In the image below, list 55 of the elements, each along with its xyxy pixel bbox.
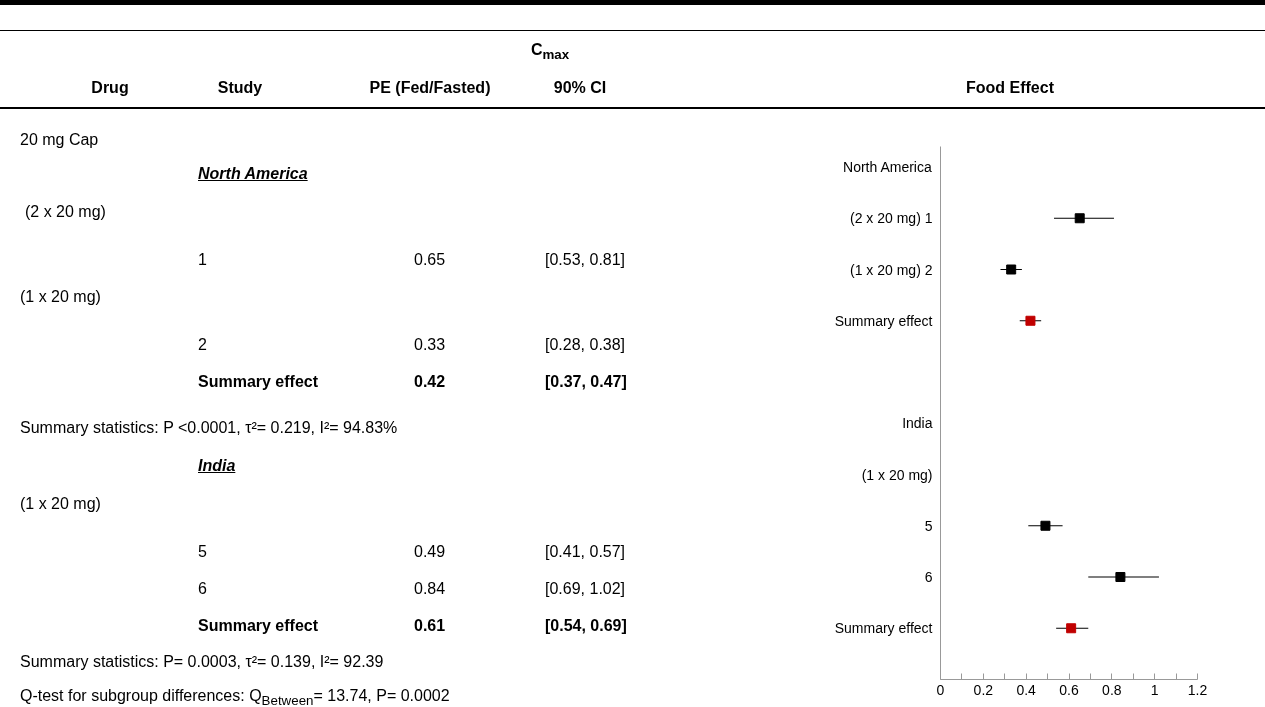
x-tick-label: 1 <box>1150 681 1159 698</box>
text: [0.28, 0.38] <box>545 335 626 355</box>
text: Q-test for subgroup differences: Q$_{Between}$= 13.74, P= 0.0002 <box>20 686 450 707</box>
text: 6 <box>198 579 207 599</box>
text: 5 <box>198 542 207 562</box>
x-tick-label: 0.2 <box>973 681 994 698</box>
y-tick-label: Summary effect <box>834 620 933 637</box>
text: (1 x 20 mg) <box>20 287 101 307</box>
x-tick-label: 0.4 <box>1016 681 1037 698</box>
y-tick-label: (1 x 20 mg) 2 <box>850 261 933 278</box>
text: 0.84 <box>414 579 446 599</box>
point <box>1006 264 1017 275</box>
point <box>1074 213 1085 224</box>
x-tick-label: 0.8 <box>1102 681 1122 698</box>
y-tick-label: India <box>902 415 933 432</box>
point <box>1040 520 1051 531</box>
text: 0.42 <box>414 372 446 392</box>
text: 90% CI <box>553 78 607 98</box>
text: Summary statistics: P= 0.0003, τ²= 0.139, I²= 92.39 <box>20 652 384 672</box>
y-tick-label: 6 <box>924 569 933 585</box>
text: 0.49 <box>414 542 446 562</box>
point <box>1066 623 1077 634</box>
text: 0.61 <box>414 616 446 636</box>
y-tick-label: (2 x 20 mg) 1 <box>850 210 933 227</box>
text: 1 <box>198 250 207 270</box>
y-tick-label: (1 x 20 mg) <box>861 466 933 483</box>
text: [0.54, 0.69] <box>545 616 627 636</box>
text: Drug <box>91 78 129 98</box>
text: (2 x 20 mg) <box>25 202 106 222</box>
text: 20 mg Cap <box>20 130 99 150</box>
text: Study <box>217 78 263 98</box>
text: 0.65 <box>414 250 446 270</box>
point <box>1115 572 1126 582</box>
text: (1 x 20 mg) <box>20 494 101 514</box>
point <box>1025 315 1036 326</box>
text: [0.41, 0.57] <box>545 542 626 562</box>
text: [0.69, 1.02] <box>545 579 626 599</box>
text: Food Effect <box>966 78 1054 98</box>
text: India <box>198 456 236 476</box>
text: PE (Fed/Fasted) <box>369 78 491 98</box>
text: North America <box>198 164 308 184</box>
y-tick-label: Summary effect <box>834 312 933 329</box>
text: Summary effect <box>198 372 319 392</box>
text: [0.53, 0.81] <box>545 250 626 270</box>
x-tick-label: 0.6 <box>1059 681 1079 698</box>
text: Summary effect <box>198 616 319 636</box>
y-tick-label: 5 <box>924 517 933 534</box>
y-tick-label: North America <box>843 159 932 175</box>
text: [0.37, 0.47] <box>545 372 627 392</box>
text: 2 <box>198 335 207 355</box>
x-tick-label: 0 <box>936 681 945 698</box>
x-tick-label: 1.2 <box>1187 681 1208 698</box>
text: C$_{max}$ <box>530 40 570 65</box>
text: Summary statistics: P <0.0001, τ²= 0.219, I²= 94.83% <box>20 418 398 438</box>
text: 0.33 <box>414 335 446 355</box>
